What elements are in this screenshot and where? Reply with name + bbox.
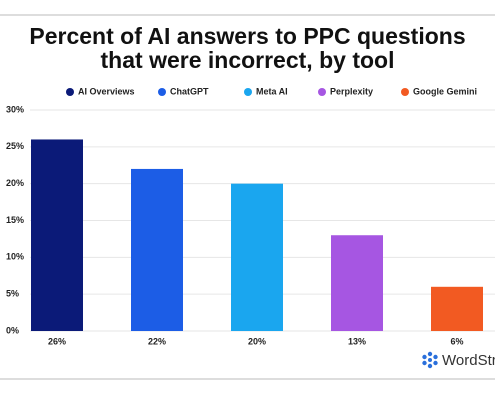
y-tick-label: 15% <box>6 215 24 225</box>
y-tick-label: 5% <box>6 289 19 299</box>
legend-dot <box>401 88 409 96</box>
value-label: 6% <box>450 336 463 346</box>
logo: WordStre <box>422 351 495 369</box>
legend-label: ChatGPT <box>170 86 209 96</box>
value-label: 20% <box>248 336 266 346</box>
y-tick-label: 25% <box>6 141 24 151</box>
bar <box>431 286 483 331</box>
bar <box>131 168 183 331</box>
y-tick-label: 30% <box>6 104 24 114</box>
legend-dot <box>158 88 166 96</box>
value-label: 22% <box>148 336 166 346</box>
legend-dot <box>66 88 74 96</box>
chart-title: Percent of AI answers to PPC questions t… <box>29 23 466 73</box>
bar <box>331 235 383 331</box>
value-label: 13% <box>348 336 366 346</box>
logo-text: WordStre <box>442 352 495 369</box>
y-tick-label: 0% <box>6 325 19 335</box>
y-tick-label: 20% <box>6 178 24 188</box>
legend-label: Google Gemini <box>413 86 477 96</box>
value-label: 26% <box>48 336 66 346</box>
bar <box>31 139 83 331</box>
legend-dot <box>244 88 252 96</box>
bar <box>231 183 283 331</box>
legend-label: Perplexity <box>330 86 373 96</box>
y-tick-label: 10% <box>6 252 24 262</box>
legend-label: AI Overviews <box>78 86 135 96</box>
legend-label: Meta AI <box>256 86 288 96</box>
legend-dot <box>318 88 326 96</box>
